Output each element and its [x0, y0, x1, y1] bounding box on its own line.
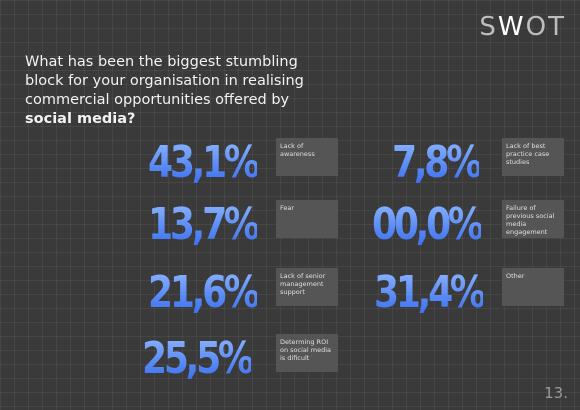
stat-percentage: 00,0%: [372, 199, 484, 250]
swot-logo: SWOT: [479, 12, 566, 42]
stat-percentage: 25,5%: [142, 333, 254, 384]
stat-percentage: 7,8%: [392, 137, 482, 188]
stat-percentage: 43,1%: [148, 137, 260, 188]
stat-percentage: 21,6%: [148, 267, 260, 318]
logo-letter-o: O: [525, 12, 549, 42]
stat-percentage: 13,7%: [148, 199, 260, 250]
stat-label: Lack of awareness: [276, 138, 338, 176]
logo-letter-w: W: [497, 12, 526, 42]
stat-label: Lack of senior management support: [276, 268, 338, 306]
stat-label: Determing ROI on social media is dificul…: [276, 334, 338, 372]
logo-letter-t: T: [548, 12, 566, 42]
stat-percentage: 31,4%: [374, 267, 486, 318]
stat-label: Fear: [276, 200, 338, 238]
stat-label: Failure of previous social media engagem…: [502, 200, 564, 238]
page-number: 13.: [544, 384, 568, 402]
stat-label: Other: [502, 268, 564, 306]
question-line-1: What has been the biggest stumbling: [25, 54, 298, 70]
survey-question: What has been the biggest stumbling bloc…: [25, 53, 315, 129]
question-line-3: commercial opportunities offered by: [25, 92, 290, 108]
question-line-2: block for your organisation in realising: [25, 73, 304, 89]
question-emphasis: social media?: [25, 111, 136, 127]
logo-letter-s: S: [479, 12, 498, 42]
stat-label: Lack of best practice case studies: [502, 138, 564, 176]
